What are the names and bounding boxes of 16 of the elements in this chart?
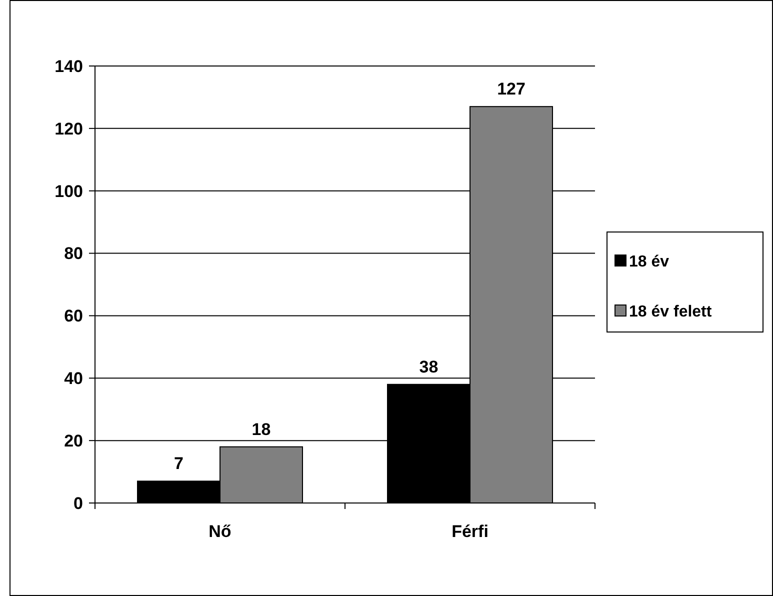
x-tick-label: Nő: [208, 522, 232, 541]
legend-label: 18 év: [629, 254, 670, 271]
y-tick-label: 120: [54, 119, 83, 138]
data-label: 7: [174, 454, 184, 474]
data-label: 38: [419, 357, 438, 376]
y-tick-label: 20: [64, 432, 83, 451]
y-tick-label: 140: [54, 56, 83, 76]
legend-label: 18 év felett: [629, 304, 712, 321]
y-tick-label: 80: [64, 244, 83, 264]
y-tick-label: 100: [54, 182, 83, 201]
y-tick-label: 0: [74, 494, 83, 513]
data-label: 127: [497, 80, 526, 99]
x-tick-label: Férfi: [452, 522, 488, 541]
y-tick-label: 40: [64, 369, 83, 388]
y-tick-label: 60: [64, 306, 83, 326]
data-label: 18: [252, 420, 271, 439]
